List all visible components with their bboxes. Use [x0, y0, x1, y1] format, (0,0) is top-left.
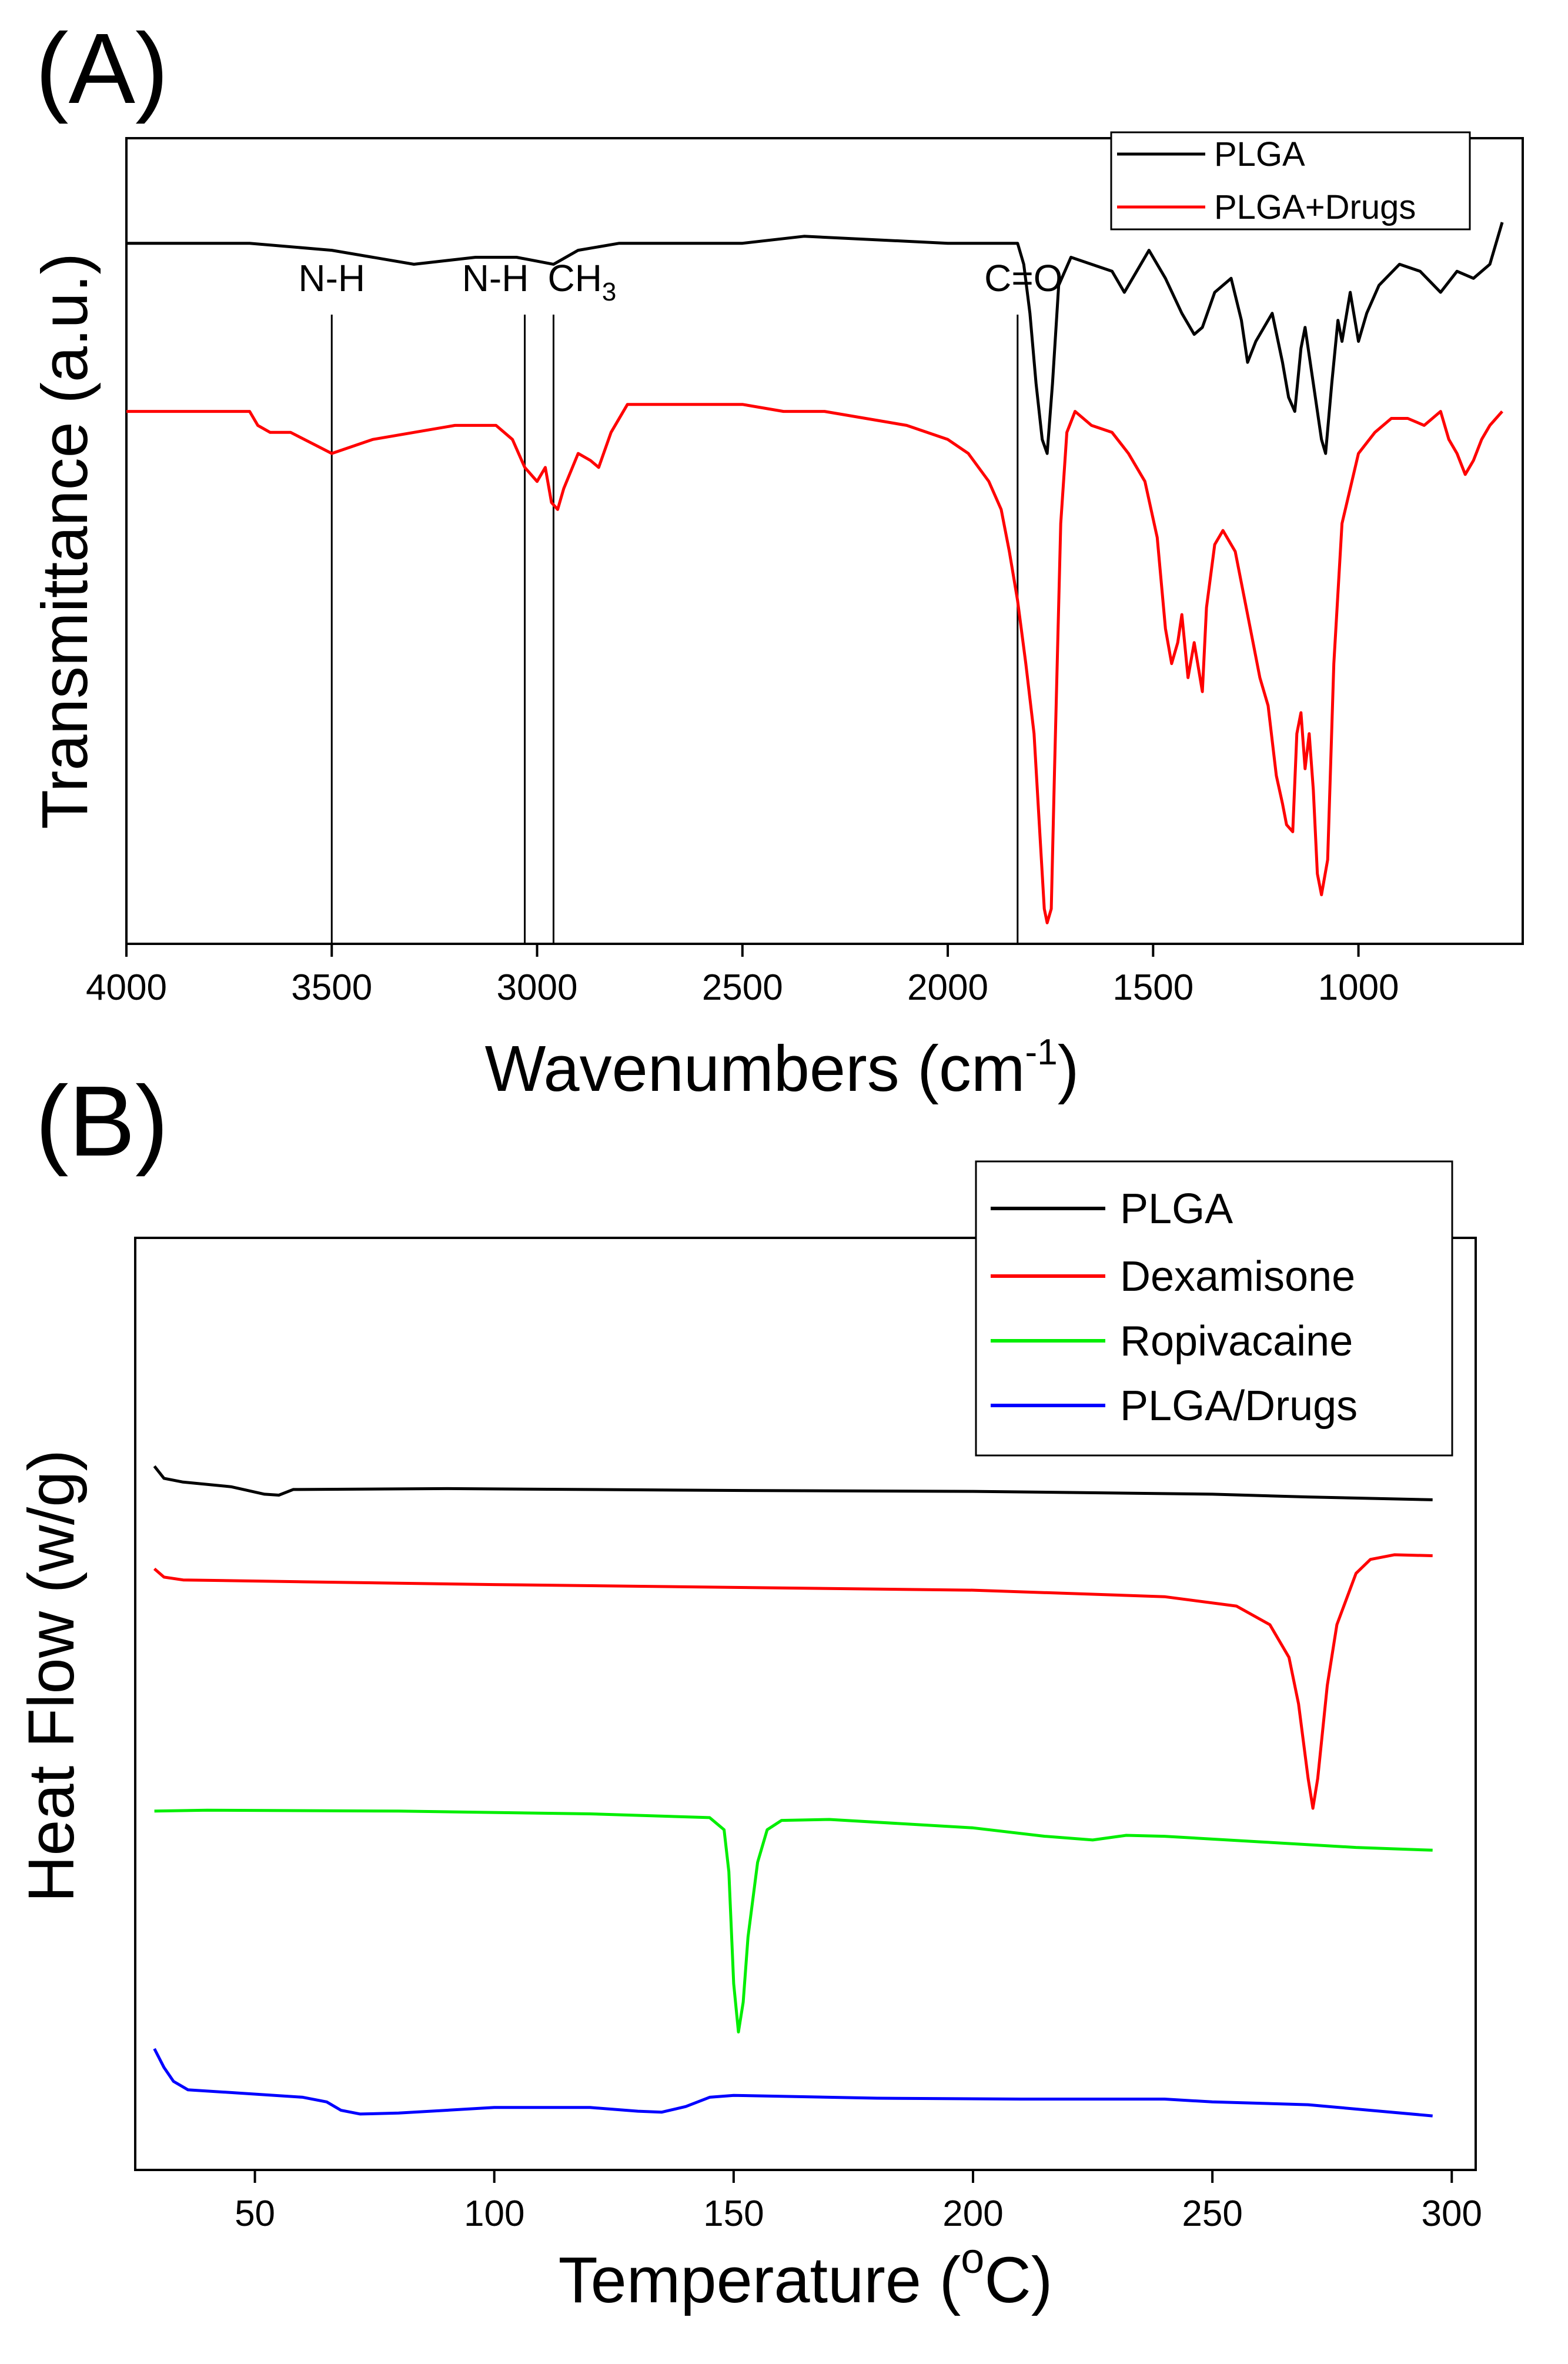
- panel-a-y-axis-title: Transmittance (a.u.): [29, 253, 101, 829]
- x-tick-label: 4000: [86, 967, 167, 1008]
- panel-b-x-title-main: Temperature (: [559, 2244, 961, 2316]
- panel-b-x-ticks: 50 100 150 200 250 300: [235, 2170, 1482, 2234]
- panel-b: (B) 50 100 150 200 250 300 PLGA Dexamisone Ro…: [15, 1066, 1482, 2316]
- panel-a-label: (A): [35, 13, 169, 125]
- legend-label-plga: PLGA: [1214, 135, 1305, 173]
- annotation-ch3: CH3: [547, 257, 616, 306]
- legend-label-plga-drugs: PLGA/Drugs: [1120, 1383, 1358, 1430]
- panel-b-x-title-sup: o: [961, 2235, 984, 2282]
- annotation-nh-2: N-H: [462, 257, 529, 299]
- annotation-ch3-sub: 3: [602, 278, 616, 306]
- panel-a-plot-frame: [125, 137, 1524, 945]
- x-tick-label: 2000: [907, 967, 988, 1008]
- annotation-co: C=O: [984, 257, 1062, 299]
- panel-a-x-ticks: 4000 3500 3000 2500 2000 1500 1000: [86, 944, 1399, 1008]
- panel-a-x-axis-title: Wavenumbers (cm-1): [485, 1032, 1079, 1105]
- panel-b-y-axis-title: Heat Flow (w/g): [15, 1450, 88, 1902]
- panel-a-legend: PLGA PLGA+Drugs: [1110, 131, 1471, 231]
- panel-b-plot-frame: [134, 1237, 1477, 2171]
- panel-b-x-axis-title: Temperature (oC): [559, 2235, 1053, 2316]
- annotation-nh-1: N-H: [298, 257, 365, 299]
- series-line-ropivacaine: [154, 1808, 1433, 2034]
- x-tick-label: 150: [703, 2193, 764, 2234]
- series-line-plga: [153, 1465, 1433, 1501]
- panel-a-x-title-close: ): [1058, 1033, 1079, 1105]
- panel-b-series: [153, 1465, 1433, 2118]
- legend-label-plga-drugs: PLGA+Drugs: [1214, 188, 1416, 226]
- legend-label-dexamisone: Dexamisone: [1120, 1253, 1355, 1300]
- series-line-plga-drugs: [126, 403, 1503, 924]
- x-tick-label: 100: [464, 2193, 524, 2234]
- series-line-plga-drugs: [153, 2048, 1433, 2118]
- panel-b-legend: PLGA Dexamisone Ropivacaine PLGA/Drugs: [975, 1160, 1453, 1457]
- panel-a-x-title-sup: -1: [1025, 1032, 1058, 1073]
- x-tick-label: 250: [1182, 2193, 1242, 2234]
- legend-label-plga: PLGA: [1120, 1186, 1233, 1233]
- panel-a-x-title-main: Wavenumbers (cm: [485, 1033, 1025, 1105]
- x-tick-label: 1000: [1318, 967, 1399, 1008]
- x-tick-label: 2500: [702, 967, 783, 1008]
- panel-b-label: (B): [35, 1066, 169, 1177]
- panel-a: (A) 4000 3500 3000 2500 2000 1500 1000 N-H N-H…: [29, 13, 1524, 1105]
- x-tick-label: 300: [1422, 2193, 1482, 2234]
- x-tick-label: 200: [942, 2193, 1003, 2234]
- panel-a-series: [126, 222, 1504, 924]
- x-tick-label: 1500: [1112, 967, 1193, 1008]
- panel-b-legend-box: [975, 1160, 1453, 1457]
- series-line-dexamisone: [153, 1553, 1433, 1810]
- x-tick-label: 3500: [291, 967, 372, 1008]
- panel-a-annotation-lines: [330, 315, 1019, 944]
- panel-a-legend-box: [1110, 131, 1471, 231]
- panel-b-x-title-close: C): [984, 2244, 1052, 2316]
- x-tick-label: 50: [235, 2193, 275, 2234]
- x-tick-label: 3000: [497, 967, 578, 1008]
- legend-label-ropivacaine: Ropivacaine: [1120, 1318, 1353, 1365]
- annotation-ch3-base: CH: [547, 257, 601, 299]
- series-line-plga: [126, 222, 1504, 455]
